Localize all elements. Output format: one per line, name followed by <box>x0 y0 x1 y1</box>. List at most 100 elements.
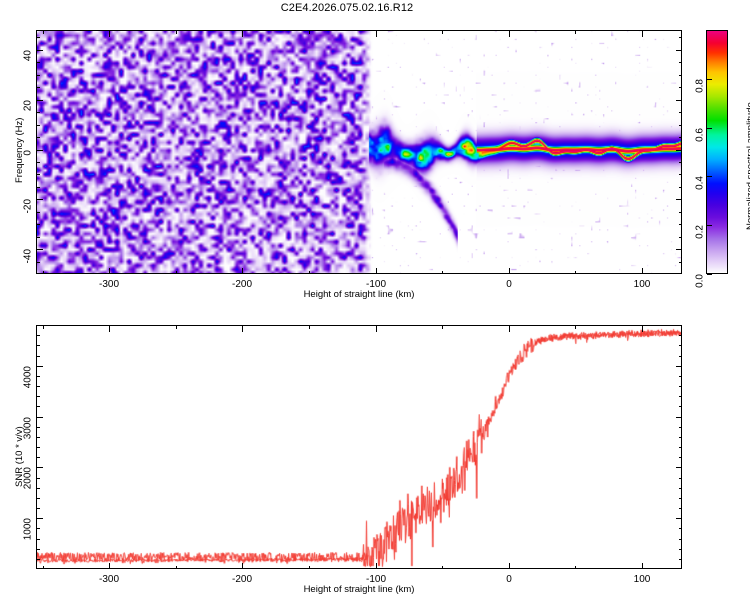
y-minor-tick <box>37 187 40 188</box>
x-minor-tick-top <box>309 31 310 34</box>
x-major-tick-top <box>242 31 243 37</box>
y-minor-tick-right <box>679 396 682 397</box>
x-major-tick <box>109 268 110 274</box>
y-minor-tick <box>37 37 40 38</box>
page-title: C2E4.2026.075.02.16.R12 <box>280 2 414 14</box>
y-minor-tick <box>37 386 40 387</box>
y-major-tick <box>37 366 43 367</box>
y-minor-tick-right <box>679 508 682 509</box>
y-minor-tick-right <box>679 112 682 113</box>
x-major-tick-top <box>376 31 377 37</box>
y-major-tick <box>37 467 43 468</box>
y-minor-tick-right <box>679 376 682 377</box>
y-tick-label: 20 <box>22 100 34 112</box>
y-minor-tick-right <box>679 62 682 63</box>
y-minor-tick-right <box>679 262 682 263</box>
x-minor-tick-top <box>575 326 576 329</box>
x-minor-tick-top <box>442 326 443 329</box>
y-minor-tick <box>37 212 40 213</box>
y-minor-tick-right <box>679 137 682 138</box>
x-tick-label: 100 <box>633 279 651 290</box>
y-minor-tick-right <box>679 498 682 499</box>
x-minor-tick <box>442 271 443 274</box>
y-minor-tick <box>37 498 40 499</box>
y-minor-tick <box>37 356 40 357</box>
y-minor-tick <box>37 376 40 377</box>
spectrogram-image <box>37 31 681 273</box>
x-major-tick-top <box>509 31 510 37</box>
x-major-tick-top <box>642 326 643 332</box>
y-minor-tick <box>37 457 40 458</box>
snr-canvas-wrap <box>37 326 681 568</box>
x-tick-label: -200 <box>231 574 253 585</box>
y-major-tick <box>37 249 43 250</box>
y-major-tick-right <box>676 518 682 519</box>
x-tick-label: 0 <box>506 279 512 290</box>
y-minor-tick <box>37 559 40 560</box>
x-major-tick <box>642 563 643 569</box>
y-minor-tick <box>37 162 40 163</box>
y-minor-tick-right <box>679 406 682 407</box>
y-minor-tick <box>37 262 40 263</box>
snr-x-axis-title: Height of straight line (km) <box>303 584 415 595</box>
y-minor-tick <box>37 335 40 336</box>
y-minor-tick-right <box>679 447 682 448</box>
y-minor-tick-right <box>679 187 682 188</box>
y-minor-tick-right <box>679 549 682 550</box>
colorbar-tick-label: 0.8 <box>694 79 706 93</box>
spectrogram-y-axis-title: Frequency (Hz) <box>14 117 25 183</box>
colorbar-tick <box>707 128 712 129</box>
y-major-tick <box>37 199 43 200</box>
y-minor-tick-right <box>679 87 682 88</box>
y-minor-tick <box>37 549 40 550</box>
x-major-tick <box>642 268 643 274</box>
x-minor-tick-top <box>442 31 443 34</box>
x-minor-tick <box>309 271 310 274</box>
y-minor-tick <box>37 478 40 479</box>
x-tick-label: -300 <box>98 279 120 290</box>
y-minor-tick-right <box>679 539 682 540</box>
y-minor-tick-right <box>679 75 682 76</box>
spectrogram-x-axis-title: Height of straight line (km) <box>303 289 415 300</box>
colorbar-tick <box>707 79 712 80</box>
y-minor-tick-right <box>679 224 682 225</box>
y-minor-tick-right <box>679 174 682 175</box>
x-major-tick <box>376 268 377 274</box>
spectrogram-panel <box>36 30 682 274</box>
colorbar-tick-label: 0.0 <box>694 274 706 288</box>
y-minor-tick-right <box>679 386 682 387</box>
x-tick-label: -300 <box>98 574 120 585</box>
y-minor-tick-right <box>679 488 682 489</box>
y-minor-tick <box>37 174 40 175</box>
y-major-tick <box>37 50 43 51</box>
y-major-tick <box>37 150 43 151</box>
y-minor-tick-right <box>679 427 682 428</box>
x-minor-tick <box>575 271 576 274</box>
y-tick-label: -20 <box>22 199 34 214</box>
spectrogram-canvas-wrap <box>37 31 681 273</box>
x-minor-tick-top <box>43 326 44 329</box>
y-tick-label: 40 <box>22 50 34 62</box>
snr-plot-line <box>37 326 681 568</box>
colorbar-tick <box>707 274 712 275</box>
x-tick-label: 0 <box>506 574 512 585</box>
y-minor-tick-right <box>679 437 682 438</box>
y-minor-tick <box>37 87 40 88</box>
colorbar-tick-label: 0.2 <box>694 225 706 239</box>
x-minor-tick-top <box>43 31 44 34</box>
x-major-tick-top <box>109 326 110 332</box>
x-major-tick <box>376 563 377 569</box>
colorbar <box>706 30 728 274</box>
snr-y-axis-title: SNR (10 * v/v) <box>14 426 25 487</box>
y-minor-tick <box>37 488 40 489</box>
y-minor-tick <box>37 345 40 346</box>
y-major-tick-right <box>676 50 682 51</box>
y-major-tick <box>37 100 43 101</box>
y-minor-tick-right <box>679 559 682 560</box>
x-minor-tick <box>442 566 443 569</box>
y-minor-tick <box>37 406 40 407</box>
y-major-tick-right <box>676 249 682 250</box>
x-tick-label: -200 <box>231 279 253 290</box>
colorbar-tick-label: 0.4 <box>694 176 706 190</box>
